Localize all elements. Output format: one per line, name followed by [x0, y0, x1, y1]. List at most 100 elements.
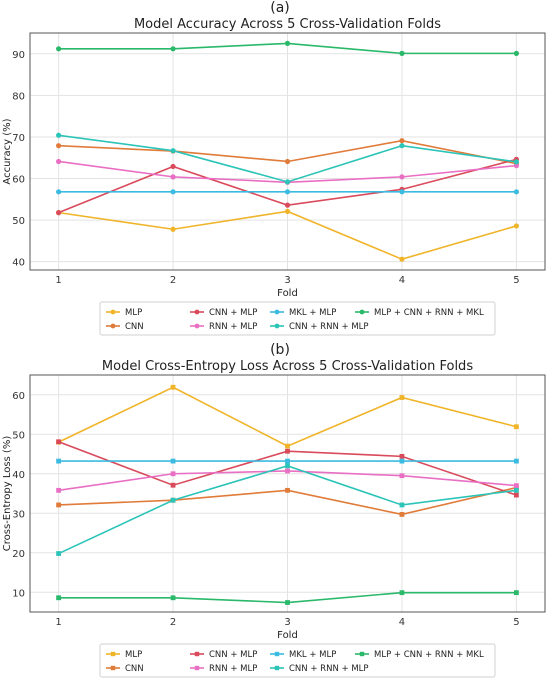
panel-label-a: (a) — [270, 0, 290, 16]
data-point — [56, 132, 62, 138]
legend-marker — [274, 665, 280, 671]
data-point — [56, 158, 62, 165]
data-point — [284, 40, 291, 46]
legend-marker — [274, 323, 280, 329]
legend-label: CNN + RNN + MLP — [289, 322, 369, 332]
data-point — [56, 439, 62, 445]
y-tick-label: 50 — [12, 216, 25, 227]
legend-marker — [359, 651, 365, 657]
data-point — [56, 502, 62, 508]
data-point — [513, 50, 519, 56]
legend-marker — [274, 309, 280, 315]
data-point — [399, 143, 405, 149]
data-point — [56, 487, 62, 493]
x-axis-label: Fold — [277, 630, 298, 641]
legend-marker — [359, 309, 365, 315]
data-point — [513, 163, 519, 169]
data-point — [56, 210, 62, 216]
data-point — [285, 448, 290, 454]
y-tick-label: 20 — [12, 549, 25, 560]
data-point — [399, 256, 405, 262]
x-tick-label: 4 — [399, 617, 405, 628]
data-point — [513, 458, 519, 464]
data-point — [285, 600, 290, 605]
data-point — [399, 473, 405, 479]
data-point — [399, 395, 405, 400]
data-point — [284, 202, 291, 208]
legend-marker — [194, 323, 200, 329]
loss-chart: Model Cross-Entropy Loss Across 5 Cross-… — [2, 359, 546, 678]
data-point — [399, 458, 405, 464]
legend-marker — [194, 651, 200, 657]
data-point — [170, 595, 176, 601]
y-tick-label: 60 — [12, 175, 25, 186]
panel-label-b: (b) — [270, 342, 290, 358]
legend-label: MLP — [125, 308, 142, 318]
x-tick-label: 3 — [284, 275, 290, 286]
legend-label: MLP + CNN + RNN + MKL — [374, 650, 484, 660]
data-point — [284, 208, 291, 214]
y-tick-label: 90 — [12, 50, 25, 61]
data-point — [399, 512, 405, 517]
chart-panel-b: (b) Model Cross-Entropy Loss Across 5 Cr… — [0, 342, 560, 685]
y-tick-label: 30 — [12, 509, 25, 520]
x-tick-label: 5 — [513, 275, 519, 286]
data-point — [285, 487, 290, 493]
legend-label: MLP + CNN + RNN + MKL — [374, 308, 484, 318]
data-point — [513, 492, 519, 498]
data-point — [513, 189, 519, 195]
data-point — [284, 189, 291, 195]
plot-frame — [29, 32, 546, 271]
data-point — [170, 46, 176, 52]
data-point — [170, 226, 176, 232]
data-point — [56, 551, 62, 556]
data-point — [285, 443, 290, 449]
legend-label: RNN + MLP — [209, 664, 257, 674]
data-point — [513, 424, 519, 430]
data-point — [56, 595, 62, 601]
data-point — [399, 453, 405, 459]
x-axis-label: Fold — [277, 288, 298, 299]
accuracy-chart: Model Accuracy Across 5 Cross-Validation… — [2, 17, 546, 336]
data-point — [56, 458, 62, 464]
data-point — [513, 590, 519, 596]
data-point — [170, 174, 176, 180]
data-point — [513, 223, 519, 229]
legend-label: CNN + MLP — [209, 650, 257, 660]
data-point — [285, 463, 290, 469]
data-point — [170, 163, 176, 170]
data-point — [170, 471, 176, 477]
x-tick-label: 5 — [513, 617, 519, 628]
data-point — [513, 483, 519, 488]
legend-label: CNN — [125, 664, 144, 674]
chart-panel-a: (a) Model Accuracy Across 5 Cross-Valida… — [0, 0, 560, 340]
data-point — [285, 458, 290, 464]
data-point — [170, 482, 176, 488]
legend-label: CNN + MLP — [209, 308, 257, 318]
data-point — [399, 50, 405, 56]
plot-frame — [29, 374, 546, 613]
y-axis-label: Accuracy (%) — [2, 118, 13, 184]
data-point — [284, 179, 291, 185]
data-point — [170, 384, 176, 390]
data-point — [399, 189, 405, 195]
legend-marker — [110, 665, 116, 671]
data-point — [56, 189, 62, 195]
y-tick-label: 70 — [12, 133, 25, 144]
x-tick-label: 3 — [284, 617, 290, 628]
chart-title: Model Accuracy Across 5 Cross-Validation… — [134, 17, 441, 32]
data-point — [399, 174, 405, 180]
x-tick-label: 1 — [55, 617, 61, 628]
y-axis-label: Cross-Entropy Loss (%) — [2, 436, 13, 552]
legend-label: MKL + MLP — [289, 308, 336, 318]
data-point — [513, 159, 519, 165]
data-point — [170, 189, 176, 195]
legend-marker — [194, 309, 200, 315]
x-tick-label: 2 — [170, 617, 176, 628]
chart-title: Model Cross-Entropy Loss Across 5 Cross-… — [102, 359, 473, 374]
data-point — [513, 487, 519, 493]
data-point — [284, 158, 291, 165]
x-tick-label: 1 — [55, 275, 61, 286]
data-point — [170, 458, 176, 464]
legend-label: MKL + MLP — [289, 650, 336, 660]
